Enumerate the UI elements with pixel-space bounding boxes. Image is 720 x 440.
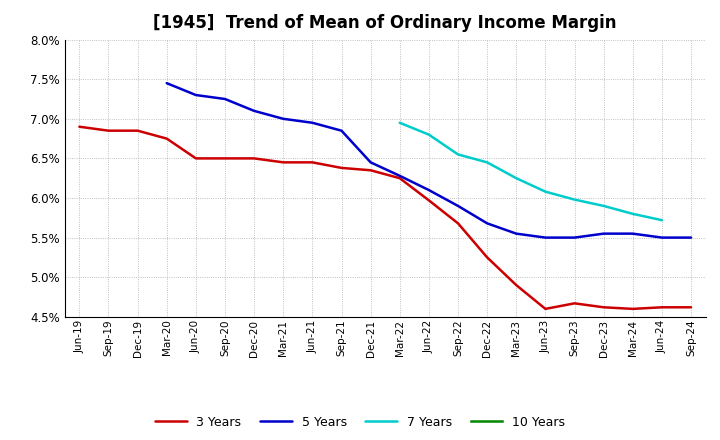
5 Years (512, 231, 521, 236)
7 Years (483, 160, 492, 165)
3 Years (279, 160, 287, 165)
7 Years (454, 152, 462, 157)
5 Years (279, 116, 287, 121)
3 Years (192, 156, 200, 161)
Line: 5 Years: 5 Years (167, 83, 691, 238)
3 Years (570, 301, 579, 306)
5 Years (220, 96, 229, 102)
3 Years (483, 255, 492, 260)
5 Years (483, 221, 492, 226)
5 Years (570, 235, 579, 240)
3 Years (657, 304, 666, 310)
3 Years (687, 304, 696, 310)
3 Years (395, 176, 404, 181)
5 Years (250, 108, 258, 114)
3 Years (75, 124, 84, 129)
5 Years (599, 231, 608, 236)
3 Years (163, 136, 171, 141)
7 Years (425, 132, 433, 137)
5 Years (337, 128, 346, 133)
5 Years (541, 235, 550, 240)
5 Years (192, 92, 200, 98)
3 Years (104, 128, 113, 133)
5 Years (687, 235, 696, 240)
3 Years (250, 156, 258, 161)
3 Years (454, 221, 462, 226)
7 Years (541, 189, 550, 194)
7 Years (657, 217, 666, 223)
7 Years (512, 176, 521, 181)
7 Years (629, 211, 637, 216)
5 Years (629, 231, 637, 236)
3 Years (541, 306, 550, 312)
3 Years (425, 198, 433, 203)
3 Years (512, 282, 521, 288)
3 Years (337, 165, 346, 171)
3 Years (629, 306, 637, 312)
Line: 3 Years: 3 Years (79, 127, 691, 309)
3 Years (220, 156, 229, 161)
3 Years (133, 128, 142, 133)
Title: [1945]  Trend of Mean of Ordinary Income Margin: [1945] Trend of Mean of Ordinary Income … (153, 15, 617, 33)
5 Years (425, 187, 433, 193)
7 Years (395, 120, 404, 125)
5 Years (395, 173, 404, 179)
7 Years (599, 203, 608, 209)
5 Years (163, 81, 171, 86)
5 Years (657, 235, 666, 240)
7 Years (570, 197, 579, 202)
3 Years (366, 168, 375, 173)
5 Years (308, 120, 317, 125)
3 Years (599, 304, 608, 310)
Line: 7 Years: 7 Years (400, 123, 662, 220)
5 Years (454, 203, 462, 209)
3 Years (308, 160, 317, 165)
5 Years (366, 160, 375, 165)
Legend: 3 Years, 5 Years, 7 Years, 10 Years: 3 Years, 5 Years, 7 Years, 10 Years (150, 411, 570, 434)
